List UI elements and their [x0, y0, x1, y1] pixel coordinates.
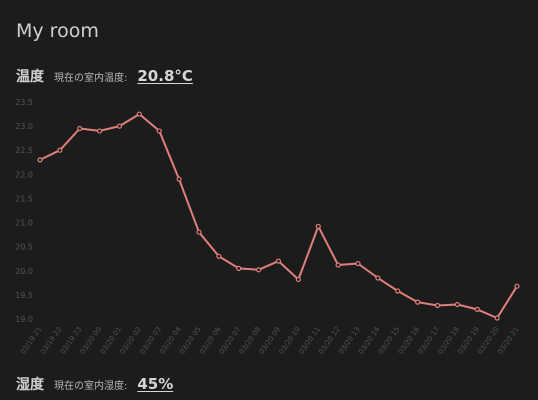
temperature-series-line	[39, 113, 518, 319]
temperature-value[interactable]: 20.8°C	[137, 67, 193, 85]
data-point[interactable]	[37, 157, 43, 163]
data-point[interactable]	[474, 306, 480, 312]
data-point[interactable]	[116, 123, 123, 129]
data-point[interactable]	[415, 299, 421, 305]
data-point[interactable]	[256, 267, 262, 273]
data-point[interactable]	[315, 223, 321, 230]
temperature-caption: 現在の室内温度:	[54, 73, 128, 84]
data-point[interactable]	[156, 128, 162, 134]
data-point[interactable]	[57, 147, 63, 153]
humidity-header: 湿度 現在の室内湿度: 45%	[16, 374, 173, 394]
y-tick-label: 21.5	[15, 194, 33, 203]
y-tick-label: 22.5	[15, 146, 33, 155]
data-point[interactable]	[434, 302, 441, 309]
y-tick-label: 21.0	[15, 219, 33, 228]
page-title: My room	[16, 20, 99, 42]
data-point[interactable]	[77, 125, 83, 132]
y-axis: 19.0 19.5 20.0 20.5 21.0 21.5 22.0 22.5 23.0 23.5	[15, 98, 33, 324]
data-point[interactable]	[275, 258, 282, 264]
temperature-chart: 19.0 19.5 20.0 20.5 21.0 21.5 22.0 22.5 23.0 23.5…	[15, 98, 521, 356]
y-tick-label: 19.5	[15, 291, 33, 300]
data-point[interactable]	[236, 265, 242, 271]
data-point[interactable]	[494, 315, 500, 321]
data-point[interactable]	[176, 176, 182, 182]
y-tick-label: 20.0	[15, 267, 33, 276]
temperature-points	[37, 111, 520, 321]
y-tick-label: 20.5	[15, 243, 33, 252]
data-point[interactable]	[514, 283, 520, 289]
data-point[interactable]	[97, 128, 103, 134]
data-point[interactable]	[335, 262, 341, 268]
data-point[interactable]	[375, 275, 381, 281]
humidity-heading: 湿度	[16, 377, 44, 393]
data-point[interactable]	[216, 253, 222, 259]
data-point[interactable]	[454, 301, 460, 308]
y-tick-label: 19.0	[15, 315, 33, 324]
y-tick-label: 23.5	[15, 98, 33, 107]
data-point[interactable]	[295, 276, 301, 283]
y-tick-label: 23.0	[15, 122, 33, 131]
temperature-header: 温度 現在の室内温度: 20.8°C	[16, 66, 193, 86]
humidity-caption: 現在の室内湿度:	[54, 381, 128, 392]
humidity-value[interactable]: 45%	[137, 375, 174, 393]
y-tick-label: 22.0	[15, 170, 33, 179]
data-point[interactable]	[395, 288, 401, 294]
temperature-heading: 温度	[16, 69, 44, 85]
data-point[interactable]	[196, 229, 202, 235]
data-point[interactable]	[136, 111, 142, 117]
data-point[interactable]	[355, 260, 361, 267]
